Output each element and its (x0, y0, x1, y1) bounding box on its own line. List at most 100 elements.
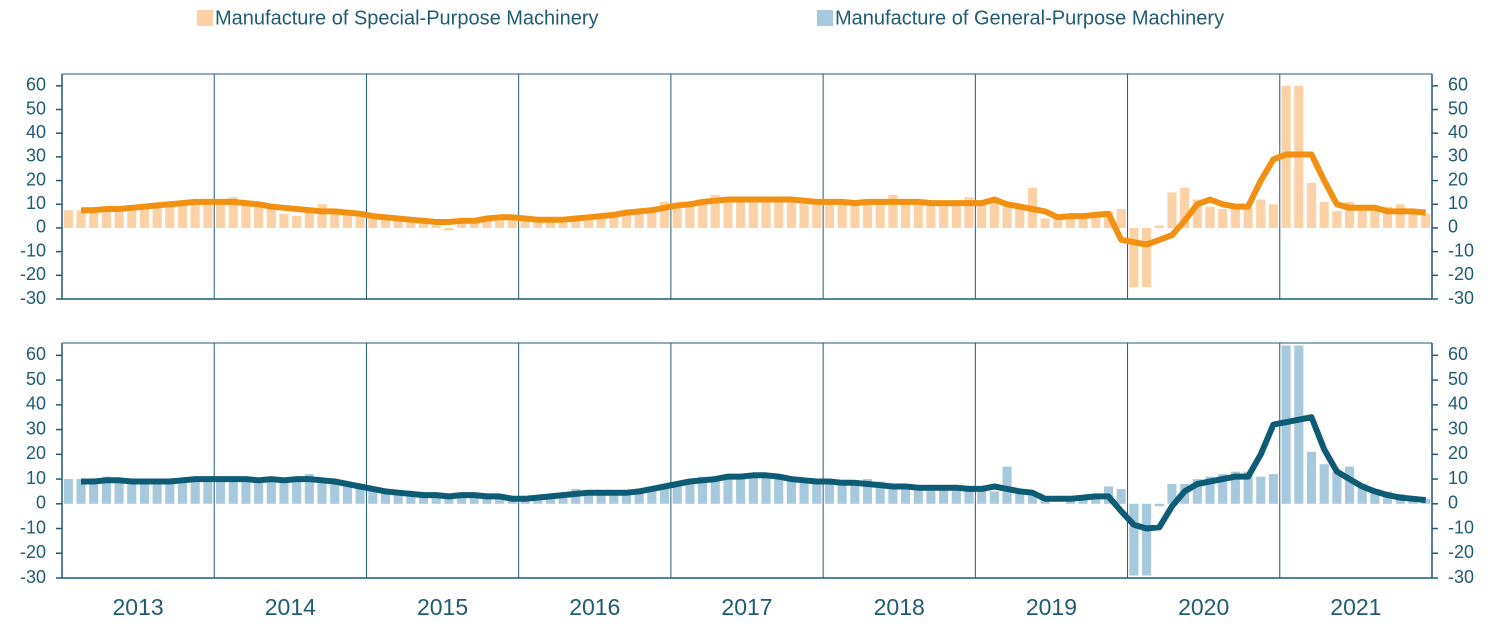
bar (317, 479, 327, 504)
bar (900, 484, 911, 504)
bar (837, 481, 847, 504)
bar (888, 194, 898, 228)
bar (951, 201, 961, 228)
y2-tick-label: 20 (1448, 169, 1468, 189)
y2-tick-label: -10 (1448, 240, 1474, 260)
x-tick-label: 2013 (113, 594, 164, 620)
bar (812, 199, 822, 228)
bar (862, 199, 873, 228)
bar (1306, 182, 1317, 228)
x-tick-label: 2020 (1178, 594, 1229, 620)
bar (736, 199, 746, 228)
bar (672, 481, 682, 504)
bar (1344, 201, 1355, 228)
bar (1218, 474, 1228, 504)
bar (495, 218, 505, 228)
bar (672, 204, 682, 228)
bar (989, 197, 999, 228)
bar (469, 220, 479, 228)
y-tick-label: 30 (26, 418, 46, 438)
bar (457, 223, 467, 228)
bar (609, 493, 619, 504)
bar (1078, 213, 1088, 228)
bar (1332, 471, 1342, 504)
y-tick-label: 50 (26, 369, 46, 389)
y2-tick-label: 50 (1448, 369, 1468, 389)
bar (101, 476, 111, 504)
bar (977, 201, 987, 228)
y2-tick-label: -30 (1448, 567, 1474, 587)
bar (89, 479, 99, 504)
bar (393, 491, 403, 504)
bar (1230, 471, 1240, 504)
y2-tick-label: -30 (1448, 288, 1474, 308)
bar (710, 476, 720, 504)
bar (685, 201, 695, 228)
bar (900, 199, 911, 228)
bar (1230, 206, 1240, 228)
bar (786, 479, 796, 504)
bar (1192, 199, 1202, 228)
x-tick-label: 2015 (417, 594, 468, 620)
bar (482, 218, 492, 228)
bar (774, 476, 784, 504)
bar (1015, 206, 1025, 228)
bar (875, 481, 885, 504)
bar (380, 216, 391, 228)
bar (177, 204, 188, 228)
bar (685, 481, 695, 504)
bar (1421, 498, 1431, 504)
bar (621, 211, 632, 228)
bar (1154, 503, 1164, 507)
bar (1370, 488, 1380, 504)
bar (1319, 464, 1329, 504)
bar (380, 488, 391, 504)
bar (279, 213, 289, 228)
y2-tick-label: 40 (1448, 394, 1468, 414)
bar (482, 498, 492, 504)
bar (913, 486, 923, 504)
bar (241, 201, 251, 228)
y-tick-label: 60 (26, 75, 46, 95)
bar (418, 493, 429, 504)
bar (647, 486, 657, 504)
bar (571, 218, 581, 228)
bar (1154, 225, 1164, 228)
bar (837, 201, 847, 228)
y2-tick-label: 10 (1448, 468, 1468, 488)
bar (368, 486, 378, 504)
bar (913, 201, 923, 228)
y2-tick-label: 0 (1448, 217, 1458, 237)
y-tick-label: -10 (20, 517, 46, 537)
bar (507, 216, 517, 228)
bar (114, 209, 124, 228)
bar (723, 197, 733, 228)
bar (659, 201, 670, 228)
y-tick-label: 0 (36, 493, 46, 513)
bar (926, 486, 936, 504)
y2-tick-label: 10 (1448, 193, 1468, 213)
bar (1294, 345, 1304, 504)
bar (342, 481, 352, 504)
bar (520, 218, 530, 228)
bar (1002, 466, 1012, 504)
bar (1040, 218, 1050, 228)
y2-tick-label: 20 (1448, 443, 1468, 463)
bar (1142, 227, 1152, 288)
legend-label: Manufacture of General-Purpose Machinery (835, 7, 1224, 29)
bar (1129, 503, 1139, 576)
bar (355, 484, 365, 504)
bar (127, 206, 137, 228)
bar (558, 496, 568, 504)
bar (1078, 498, 1088, 504)
bar (1243, 471, 1253, 504)
bar (824, 481, 835, 504)
x-tick-label: 2018 (874, 594, 925, 620)
y2-tick-label: -10 (1448, 517, 1474, 537)
bar (1116, 488, 1126, 504)
bar (165, 479, 175, 504)
bar (748, 199, 758, 228)
bar (583, 216, 594, 228)
bar (114, 479, 124, 504)
bar (177, 481, 188, 504)
